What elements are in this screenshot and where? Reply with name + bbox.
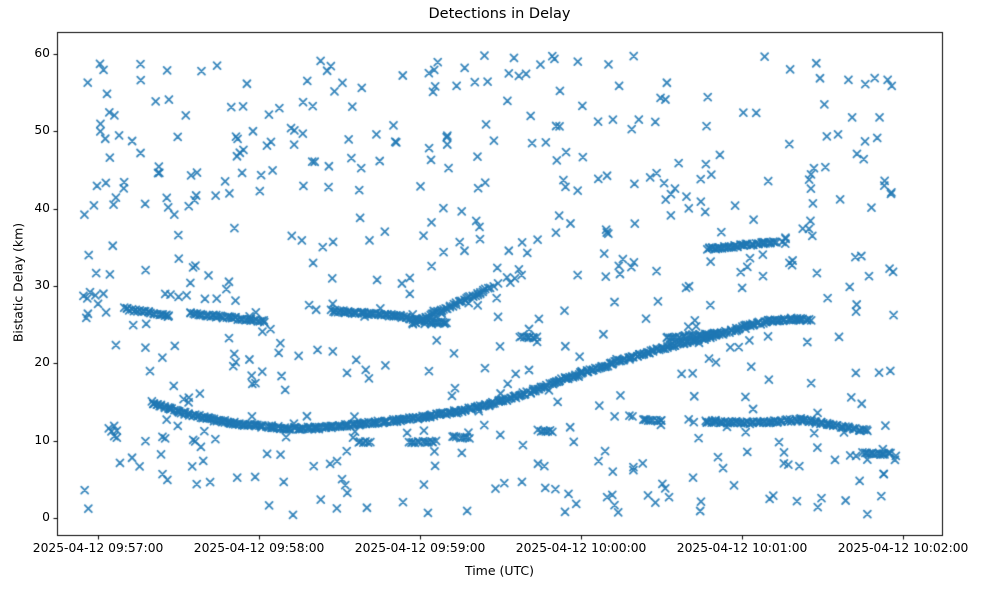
y-tick-label: 0 [42, 509, 50, 524]
x-axis-label: Time (UTC) [464, 563, 535, 578]
x-tick-label: 2025-04-12 09:58:00 [193, 541, 325, 555]
x-tick-label: 2025-04-12 10:02:00 [837, 541, 969, 555]
y-tick-label: 40 [34, 200, 50, 215]
y-tick-label: 10 [34, 432, 50, 447]
y-tick-label: 60 [34, 46, 50, 61]
x-tick-label: 2025-04-12 10:01:00 [676, 541, 808, 555]
x-tick-label: 2025-04-12 09:57:00 [32, 541, 164, 555]
x-tick-label: 2025-04-12 10:00:00 [515, 541, 647, 555]
y-tick-label: 50 [34, 123, 50, 138]
chart-title: Detections in Delay [428, 6, 571, 22]
y-tick-label: 20 [34, 355, 50, 370]
x-tick-label: 2025-04-12 09:59:00 [354, 541, 486, 555]
y-tick-label: 30 [34, 278, 50, 292]
